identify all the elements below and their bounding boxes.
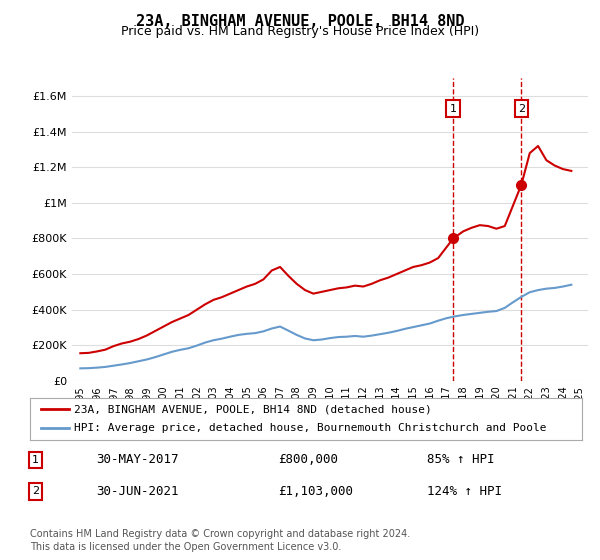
Text: 23A, BINGHAM AVENUE, POOLE, BH14 8ND (detached house): 23A, BINGHAM AVENUE, POOLE, BH14 8ND (de… [74,404,432,414]
Text: This data is licensed under the Open Government Licence v3.0.: This data is licensed under the Open Gov… [30,542,341,552]
Text: Price paid vs. HM Land Registry's House Price Index (HPI): Price paid vs. HM Land Registry's House … [121,25,479,38]
Text: Contains HM Land Registry data © Crown copyright and database right 2024.: Contains HM Land Registry data © Crown c… [30,529,410,539]
Text: 124% ↑ HPI: 124% ↑ HPI [427,485,502,498]
Text: 2: 2 [32,487,39,496]
Text: 30-MAY-2017: 30-MAY-2017 [96,454,179,466]
Text: HPI: Average price, detached house, Bournemouth Christchurch and Poole: HPI: Average price, detached house, Bour… [74,423,547,433]
Text: 85% ↑ HPI: 85% ↑ HPI [427,454,495,466]
Text: 1: 1 [32,455,39,465]
Text: £800,000: £800,000 [278,454,338,466]
Text: 30-JUN-2021: 30-JUN-2021 [96,485,179,498]
Text: 23A, BINGHAM AVENUE, POOLE, BH14 8ND: 23A, BINGHAM AVENUE, POOLE, BH14 8ND [136,14,464,29]
Text: 2: 2 [518,104,525,114]
Text: £1,103,000: £1,103,000 [278,485,353,498]
Text: 1: 1 [449,104,457,114]
